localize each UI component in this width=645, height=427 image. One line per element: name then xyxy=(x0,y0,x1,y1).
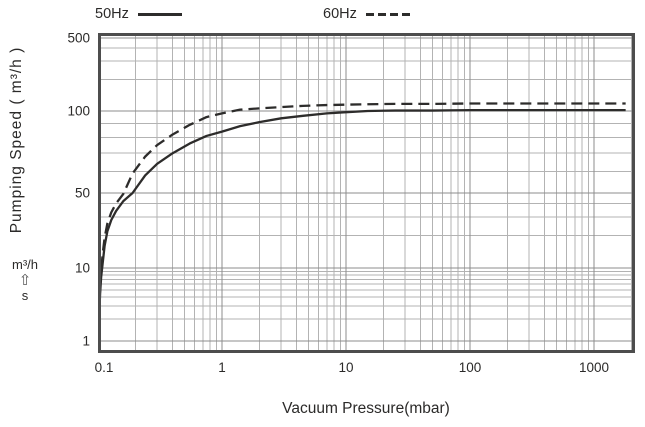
legend-solid-line-icon xyxy=(137,12,182,16)
legend-item-50hz: 50Hz xyxy=(95,6,182,22)
y-tick-label: 500 xyxy=(67,30,90,46)
legend-item-60hz: 60Hz xyxy=(323,6,414,22)
unit-note-bottom: s xyxy=(21,288,29,304)
y-tick-label: 10 xyxy=(74,260,90,276)
curve-50hz xyxy=(101,108,626,300)
x-tick-label: 1000 xyxy=(578,360,610,375)
x-axis-title: Vacuum Pressure(mbar) xyxy=(282,400,450,417)
y-tick-label: 100 xyxy=(67,103,90,119)
y-axis-title: Pumping Speed ( m³/h ) xyxy=(8,46,25,234)
legend-label-60hz: 60Hz xyxy=(323,6,357,22)
x-tick-label: 0.1 xyxy=(94,360,114,375)
unit-conversion-note: m³/h ⇧ s xyxy=(2,258,48,303)
y-tick-label: 50 xyxy=(74,185,90,201)
plot-area xyxy=(98,33,635,353)
x-tick-label: 1 xyxy=(218,360,226,375)
up-arrow-icon: ⇧ xyxy=(18,271,32,289)
x-tick-label: 10 xyxy=(338,360,354,375)
legend-label-50hz: 50Hz xyxy=(95,6,129,22)
x-tick-label: 100 xyxy=(458,360,482,375)
legend-dashed-line-icon xyxy=(365,12,414,16)
unit-note-top: m³/h xyxy=(12,257,38,272)
y-tick-label: 1 xyxy=(82,333,90,349)
curve-60hz xyxy=(101,102,626,294)
